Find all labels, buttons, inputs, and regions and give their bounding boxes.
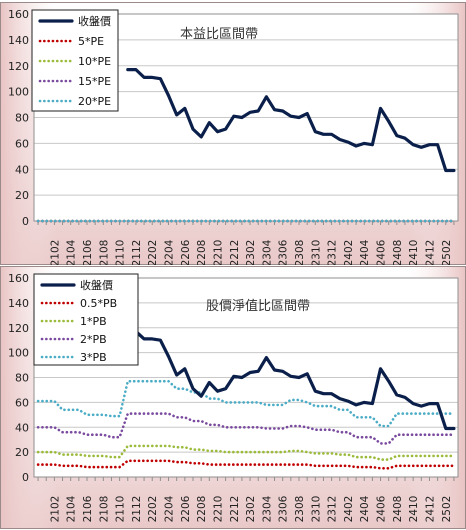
x-tick-label: 2306	[278, 239, 290, 265]
x-tick-label: 2404	[359, 239, 371, 265]
plot-border	[33, 277, 459, 478]
y-tick-label: 80	[15, 112, 29, 125]
plot-border	[33, 13, 459, 222]
x-tick-label: 2502	[441, 496, 453, 523]
chart-title: 本益比區間帶	[180, 27, 258, 42]
x-tick-label: 2410	[408, 496, 420, 523]
x-tick-label: 2208	[196, 496, 208, 523]
x-tick-label: 2302	[245, 496, 257, 523]
y-tick-label: 100	[8, 347, 29, 360]
x-tick-label: 2408	[392, 240, 404, 265]
x-tick-label: 2406	[376, 239, 388, 265]
x-tick-label: 2312	[327, 240, 339, 265]
pb-band-chart-svg: 0 20 40 60 80 100 120 140 160 2102 2104 2106 2108 211…	[0, 266, 466, 529]
x-tick-label: 2208	[196, 240, 208, 265]
pe-band-chart-svg: 0 20 40 60 80 100 120 140 160 2102 2104 2106 2108 211…	[0, 2, 466, 265]
legend-label-2: 10*PE	[78, 55, 111, 68]
x-tick-label: 2210	[212, 240, 224, 265]
y-tick-label: 120	[8, 60, 29, 73]
x-tick-label: 2304	[261, 495, 273, 522]
x-tick-label: 2204	[164, 495, 176, 522]
y-tick-label: 160	[8, 8, 29, 21]
x-tick-label: 2302	[245, 240, 257, 265]
y-tick-label: 40	[15, 163, 29, 176]
y-tick-label: 80	[15, 372, 29, 385]
x-tick-label: 2102	[49, 240, 61, 265]
x-tick-label: 2212	[229, 240, 241, 265]
x-tick-label: 2202	[147, 496, 159, 523]
x-tick-label: 2206	[180, 239, 192, 265]
x-tick-label: 2412	[424, 240, 436, 265]
legend-label-4: 20*PE	[78, 95, 111, 108]
x-tick-label: 2212	[229, 496, 241, 523]
legend-label-1: 0.5*PB	[80, 297, 117, 310]
legend: 收盤價 0.5*PB 1*PB 2*PB 3*PB	[33, 273, 139, 366]
legend-label-3: 15*PE	[78, 75, 111, 88]
x-tick-label: 2104	[66, 495, 78, 522]
pe-band-chart: 0 20 40 60 80 100 120 140 160 2102 2104 2106 2108 211…	[0, 2, 466, 265]
legend-label-0: 收盤價	[78, 14, 111, 28]
x-tick-label: 2204	[164, 239, 176, 265]
legend-box	[33, 273, 139, 366]
x-tick-label: 2310	[310, 496, 322, 523]
series-line-3	[36, 412, 456, 445]
x-tick-label: 2402	[343, 240, 355, 265]
y-tick-label: 0	[22, 215, 29, 228]
x-tick-label: 2210	[212, 496, 224, 523]
x-tick-label: 2308	[294, 496, 306, 523]
pb-band-chart: 0 20 40 60 80 100 120 140 160 2102 2104 2106 2108 211…	[0, 266, 466, 529]
y-tick-label: 20	[15, 189, 29, 202]
y-tick-label: 40	[15, 421, 29, 434]
series-line-0	[126, 68, 456, 173]
x-tick-label: 2102	[49, 496, 61, 523]
x-tick-label: 2308	[294, 240, 306, 265]
y-tick-label: 140	[8, 34, 29, 47]
y-tick-label: 120	[8, 322, 29, 335]
x-tick-label: 2202	[147, 240, 159, 265]
y-tick-label: 20	[15, 446, 29, 459]
x-tick-label: 2108	[98, 496, 110, 523]
x-tick-label: 2408	[392, 496, 404, 523]
x-tick-label: 2106	[82, 495, 94, 522]
x-tick-label: 2108	[98, 240, 110, 265]
x-tick-label: 2404	[359, 495, 371, 522]
y-tick-label: 160	[8, 272, 29, 285]
x-tick-label: 2310	[310, 240, 322, 265]
chart-title: 股價淨值比區間帶	[206, 298, 310, 314]
legend-label-1: 5*PE	[78, 35, 104, 48]
legend: 收盤價 5*PE 10*PE 15*PE 20*PE	[31, 9, 119, 112]
x-tick-label: 2306	[278, 495, 290, 522]
x-tick-label: 2502	[441, 240, 453, 265]
y-tick-label: 0	[22, 471, 29, 484]
x-tick-label: 2104	[66, 239, 78, 265]
x-tick-label: 2312	[327, 496, 339, 523]
series-line-4	[36, 379, 456, 428]
x-tick-label: 2410	[408, 240, 420, 265]
x-tick-label: 2112	[131, 240, 143, 265]
x-tick-label: 2106	[82, 239, 94, 265]
x-tick-label: 2110	[115, 240, 127, 265]
legend-label-2: 1*PB	[80, 315, 107, 328]
y-tick-label: 100	[8, 86, 29, 99]
x-tick-label: 2402	[343, 496, 355, 523]
legend-box	[31, 9, 119, 112]
series-line-0	[126, 329, 456, 431]
x-tick-label: 2412	[424, 496, 436, 523]
series-line-2	[36, 444, 456, 461]
series-line-1	[36, 459, 456, 470]
x-tick-label: 2112	[131, 496, 143, 523]
y-tick-label: 60	[15, 396, 29, 409]
legend-label-4: 3*PB	[80, 351, 107, 364]
y-tick-label: 140	[8, 297, 29, 310]
x-tick-label: 2206	[180, 495, 192, 522]
x-tick-label: 2110	[115, 496, 127, 523]
x-tick-label: 2406	[376, 495, 388, 522]
x-tick-label: 2304	[261, 239, 273, 265]
legend-label-0: 收盤價	[80, 278, 113, 292]
y-tick-label: 60	[15, 137, 29, 150]
legend-label-3: 2*PB	[80, 333, 107, 346]
